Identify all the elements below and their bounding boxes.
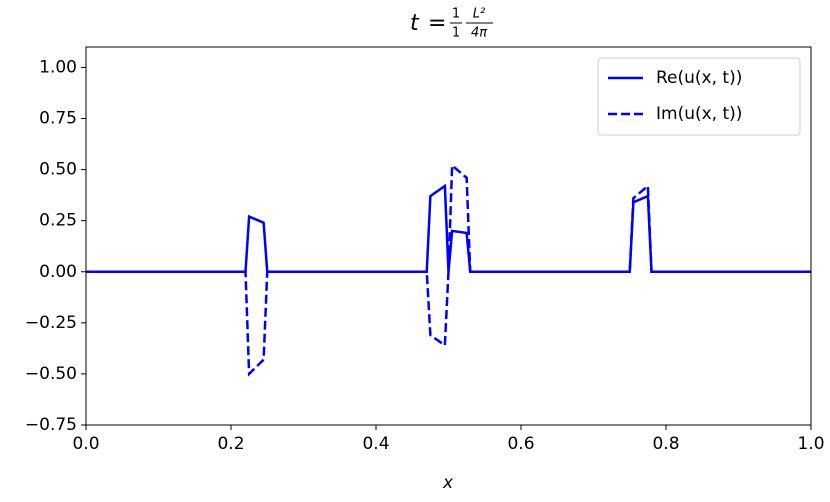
title-variable: t: [410, 11, 420, 36]
x-tick-label: 0.6: [507, 434, 534, 454]
y-tick-label: −0.50: [25, 364, 77, 384]
y-tick-label: 0.00: [39, 262, 77, 282]
y-tick-label: 0.75: [39, 109, 77, 129]
x-tick-label: 0.8: [652, 434, 679, 454]
y-tick-label: 0.25: [39, 211, 77, 231]
plot-frame: [85, 46, 812, 426]
title-denominator: 4π: [471, 26, 487, 41]
y-tick-label: 1.00: [39, 57, 77, 77]
x-tick-label: 0.4: [362, 434, 389, 454]
x-tick-label: 0.0: [72, 434, 99, 454]
chart-title: t = 1 1 L² 4π: [410, 7, 493, 41]
legend: Re(u(x, t)) Im(u(x, t)): [597, 57, 801, 136]
legend-label: Im(u(x, t)): [656, 104, 742, 124]
y-tick-label: −0.75: [25, 415, 77, 435]
x-tick-label: 0.2: [217, 434, 244, 454]
title-denominator: 1: [452, 26, 460, 41]
x-axis-label: x: [442, 473, 454, 493]
y-tick-label: −0.25: [25, 313, 77, 333]
legend-box: [597, 57, 801, 136]
x-tick-label: 1.0: [797, 434, 824, 454]
title-numerator: L²: [473, 7, 485, 22]
title-numerator: 1: [452, 7, 460, 22]
title-equals: =: [428, 11, 446, 36]
y-tick-label: 0.50: [39, 160, 77, 180]
series-line: [86, 162, 811, 377]
legend-label: Re(u(x, t)): [656, 68, 742, 88]
